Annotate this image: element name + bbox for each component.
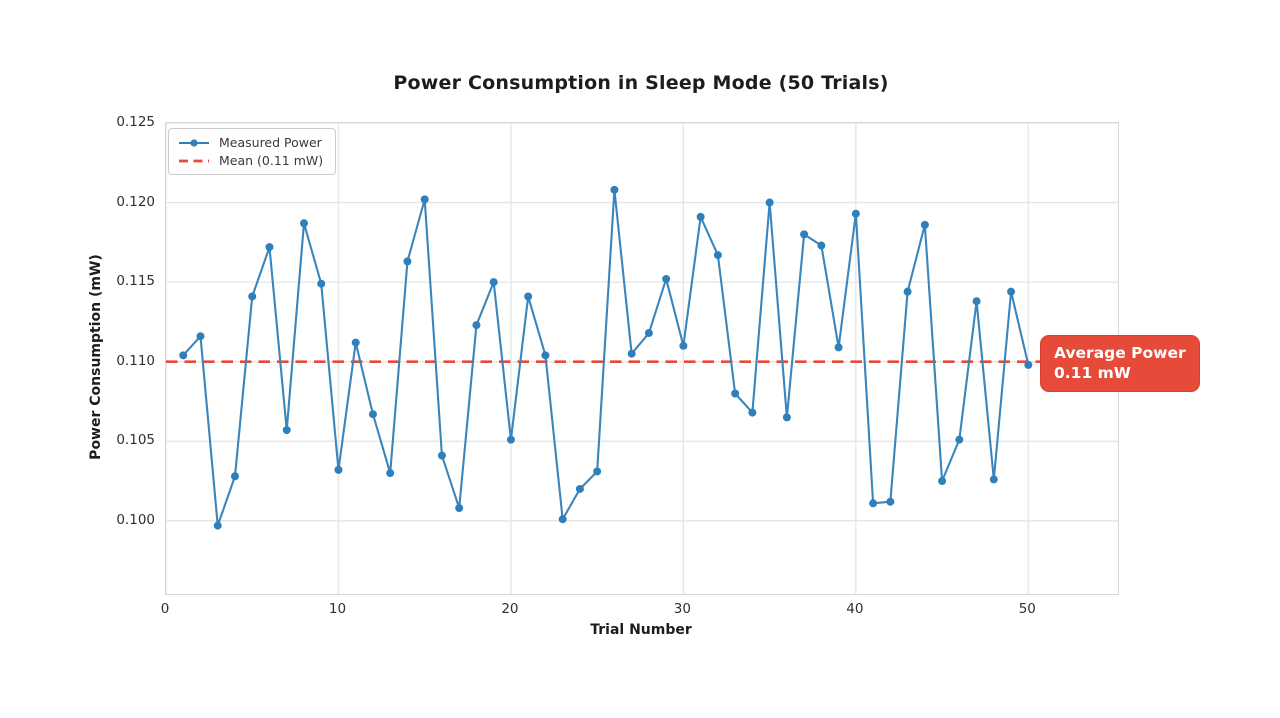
data-point [869, 499, 878, 508]
data-point [593, 467, 602, 476]
data-point [972, 297, 981, 306]
x-tick-label: 40 [846, 601, 864, 617]
data-point [886, 497, 895, 506]
data-point [282, 426, 291, 435]
y-tick-label: 0.105 [116, 432, 155, 449]
data-point [644, 329, 653, 338]
data-point [679, 341, 688, 350]
data-point [230, 472, 239, 481]
data-point [558, 515, 567, 524]
data-point [1024, 360, 1033, 369]
data-point [575, 484, 584, 493]
data-point [955, 435, 964, 444]
annotation-line1: Average Power [1054, 344, 1186, 362]
data-point [938, 477, 947, 486]
y-tick-label: 0.115 [116, 273, 155, 290]
data-point [662, 274, 671, 283]
x-tick-label: 0 [160, 601, 170, 617]
data-point [196, 332, 205, 341]
y-tick-label: 0.120 [116, 193, 155, 210]
y-tick-label: 0.110 [116, 352, 155, 369]
data-point [989, 475, 998, 484]
data-point [351, 338, 360, 347]
y-tick-label: 0.100 [116, 511, 155, 528]
data-point [627, 349, 636, 358]
data-point [437, 451, 446, 460]
data-point [800, 230, 809, 239]
data-point [731, 389, 740, 398]
average-power-annotation: Average Power 0.11 mW [1040, 335, 1200, 392]
data-point [420, 195, 429, 204]
x-tick-label: 30 [673, 601, 691, 617]
data-point [455, 504, 464, 513]
data-point [920, 220, 929, 229]
x-tick-label: 50 [1018, 601, 1036, 617]
plot-area [165, 122, 1119, 595]
data-point [834, 343, 843, 352]
data-point [299, 219, 308, 228]
line-marker-icon [179, 138, 209, 147]
data-point [817, 241, 826, 250]
chart-plot-svg [166, 123, 1118, 594]
data-point [403, 257, 412, 266]
data-point [1007, 287, 1016, 296]
data-point [541, 351, 550, 360]
legend-label: Measured Power [219, 135, 322, 150]
data-point [265, 243, 274, 252]
legend-label: Mean (0.11 mW) [219, 153, 324, 168]
data-point [506, 435, 515, 444]
x-axis-label: Trial Number [590, 622, 692, 638]
dashed-line-icon [179, 159, 209, 162]
data-point [213, 521, 222, 530]
data-point [368, 410, 377, 419]
data-point [248, 292, 257, 301]
annotation-line2: 0.11 mW [1054, 364, 1131, 383]
chart-title: Power Consumption in Sleep Mode (50 Tria… [393, 72, 889, 94]
data-point [489, 278, 498, 287]
data-point [903, 287, 912, 296]
data-point [765, 198, 774, 207]
y-tick-label: 0.125 [116, 114, 155, 130]
data-point [524, 292, 533, 301]
data-point [317, 279, 326, 288]
data-point [713, 251, 722, 260]
data-point [748, 408, 757, 417]
legend: Measured Power Mean (0.11 mW) [168, 128, 337, 175]
data-point [386, 469, 395, 478]
data-point [782, 413, 791, 422]
x-tick-label: 20 [501, 601, 519, 617]
data-point [472, 321, 481, 330]
data-point [696, 212, 705, 221]
measured-power-line [182, 188, 1030, 527]
legend-item-mean: Mean (0.11 mW) [177, 153, 323, 168]
x-tick-label: 10 [328, 601, 347, 617]
data-point [610, 185, 619, 194]
data-point [334, 465, 343, 474]
legend-item-measured-power: Measured Power [177, 135, 323, 150]
data-point [179, 351, 188, 360]
data-point [851, 209, 860, 218]
